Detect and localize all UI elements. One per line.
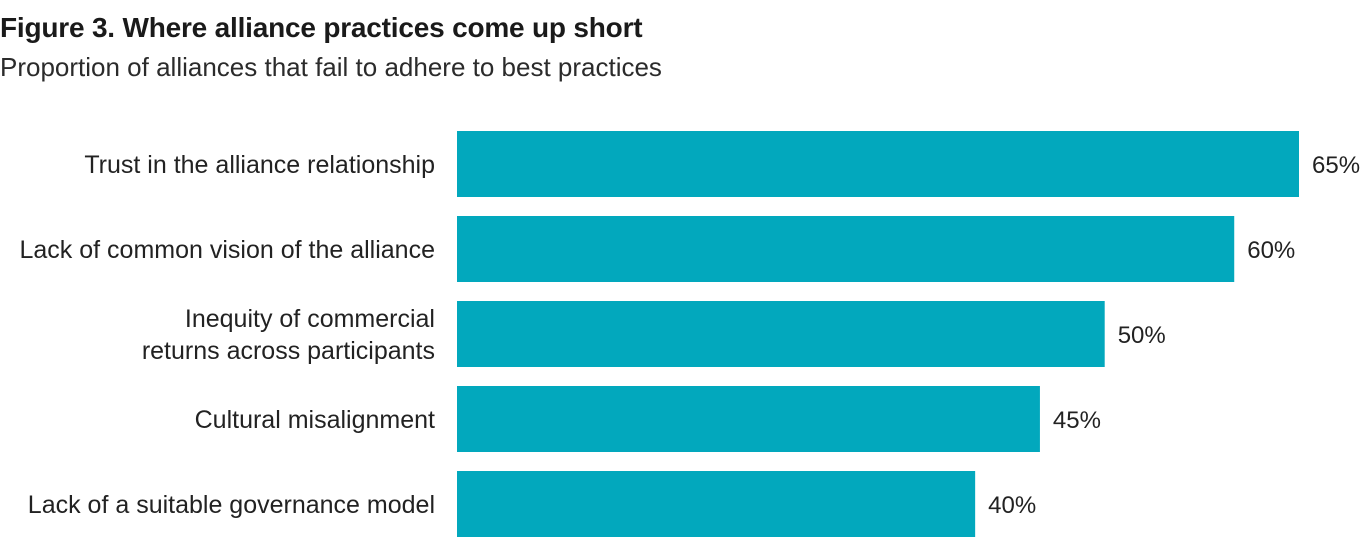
category-label-line: Trust in the alliance relationship [84,151,435,179]
value-label-3: 45% [1053,407,1101,434]
bar-2 [457,301,1105,367]
category-label-line: Cultural misalignment [195,406,435,434]
category-label-2: Inequity of commercial returns across par… [142,305,435,365]
category-label-group: Trust in the alliance relationship Lack o… [20,151,436,519]
value-label-1: 60% [1247,237,1295,264]
bar-1 [457,216,1235,282]
category-label-line: Lack of a suitable governance model [28,491,435,519]
chart-subtitle: Proportion of alliances that fail to adh… [0,52,662,82]
category-label-line: Lack of common vision of the alliance [20,236,436,264]
bar-0 [457,131,1299,197]
bar-group [457,131,1299,537]
category-label-3: Cultural misalignment [195,406,435,434]
category-label-1: Lack of common vision of the alliance [20,236,436,264]
category-label-line: Inequity of commercial [185,305,435,333]
value-label-2: 50% [1118,322,1166,349]
chart-title: Figure 3. Where alliance practices come … [0,12,643,43]
value-label-group: 65% 60% 50% 45% 40% [988,152,1360,519]
value-label-0: 65% [1312,152,1360,179]
category-label-0: Trust in the alliance relationship [84,151,435,179]
category-label-4: Lack of a suitable governance model [28,491,435,519]
value-label-4: 40% [988,492,1036,519]
bar-3 [457,386,1040,452]
bar-4 [457,471,976,537]
category-label-line: returns across participants [142,337,435,365]
